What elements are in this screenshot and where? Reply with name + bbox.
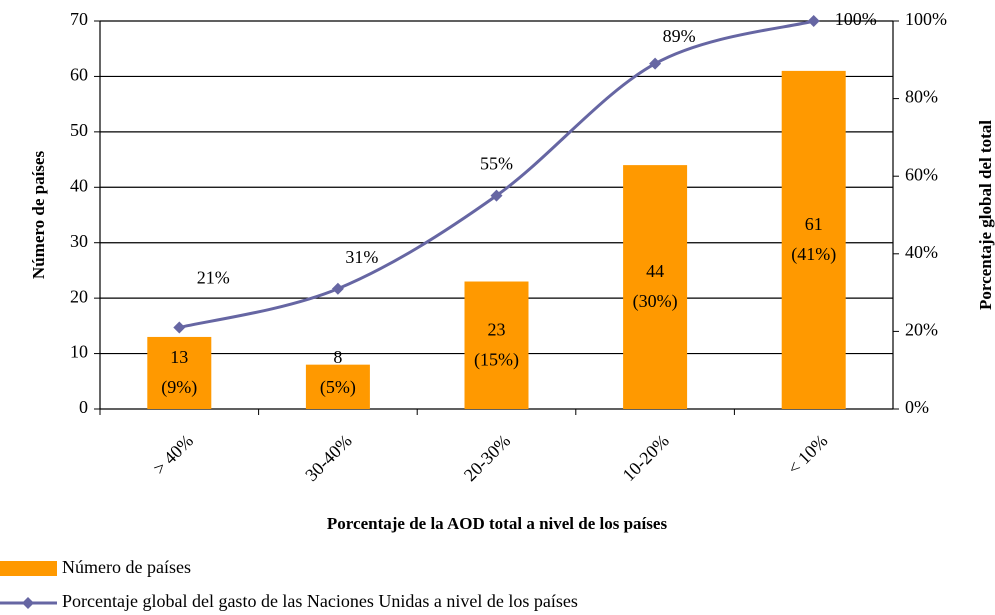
bar: [623, 165, 688, 409]
y-tick-label: 20: [70, 286, 88, 306]
x-tick-label: 10-20%: [618, 431, 672, 485]
bar-value-label: 13: [170, 347, 188, 367]
marker: [490, 189, 503, 202]
y2-tick-label: 60%: [905, 164, 938, 184]
line-value-label: 55%: [480, 154, 513, 174]
bar: [464, 281, 529, 409]
y-tick-label: 40: [70, 175, 88, 195]
line-value-label: 31%: [345, 247, 378, 267]
line-value-label: 89%: [663, 26, 696, 46]
y2-axis-title: Porcentaje global del total: [976, 120, 995, 310]
x-tick-label: 30-40%: [301, 431, 355, 485]
y-tick-label: 70: [70, 9, 88, 29]
bar-value-label: 44: [646, 261, 664, 281]
y-tick-label: 10: [70, 342, 88, 362]
bar-share-label: (15%): [474, 349, 519, 370]
legend-label: Número de países: [62, 557, 191, 577]
bar-value-label: 61: [805, 214, 823, 234]
marker: [807, 15, 820, 27]
bar-share-label: (5%): [320, 377, 356, 398]
bar-share-label: (9%): [161, 377, 197, 398]
legend-swatch: [0, 561, 57, 576]
marker: [173, 321, 186, 334]
marker: [331, 282, 344, 295]
y-axis-title: Número de países: [29, 151, 48, 280]
y-tick-label: 30: [70, 231, 88, 251]
bar-value-label: 8: [333, 347, 342, 367]
marker: [649, 57, 662, 70]
line-value-label: 100%: [835, 9, 877, 29]
y-tick-label: 50: [70, 120, 88, 140]
y-tick-label: 60: [70, 65, 88, 85]
line-value-label: 21%: [197, 268, 230, 288]
y2-tick-label: 0%: [905, 397, 929, 417]
legend-marker: [22, 597, 34, 609]
legend-label: Porcentaje global del gasto de las Nacio…: [62, 591, 578, 611]
y2-tick-label: 40%: [905, 242, 938, 262]
y2-tick-label: 80%: [905, 87, 938, 107]
y2-tick-label: 100%: [905, 9, 947, 29]
x-tick-label: > 40%: [149, 431, 197, 479]
x-axis-title: Porcentaje de la AOD total a nivel de lo…: [327, 514, 668, 533]
bar: [147, 336, 212, 409]
y-tick-label: 0: [79, 397, 88, 417]
bar: [305, 364, 370, 409]
x-tick-label: < 10%: [784, 431, 832, 479]
x-tick-label: 20-30%: [460, 431, 514, 485]
bar-share-label: (30%): [633, 291, 678, 312]
bar-value-label: 23: [488, 319, 506, 339]
y2-tick-label: 20%: [905, 320, 938, 340]
bar-share-label: (41%): [791, 244, 836, 265]
bar: [781, 70, 846, 409]
